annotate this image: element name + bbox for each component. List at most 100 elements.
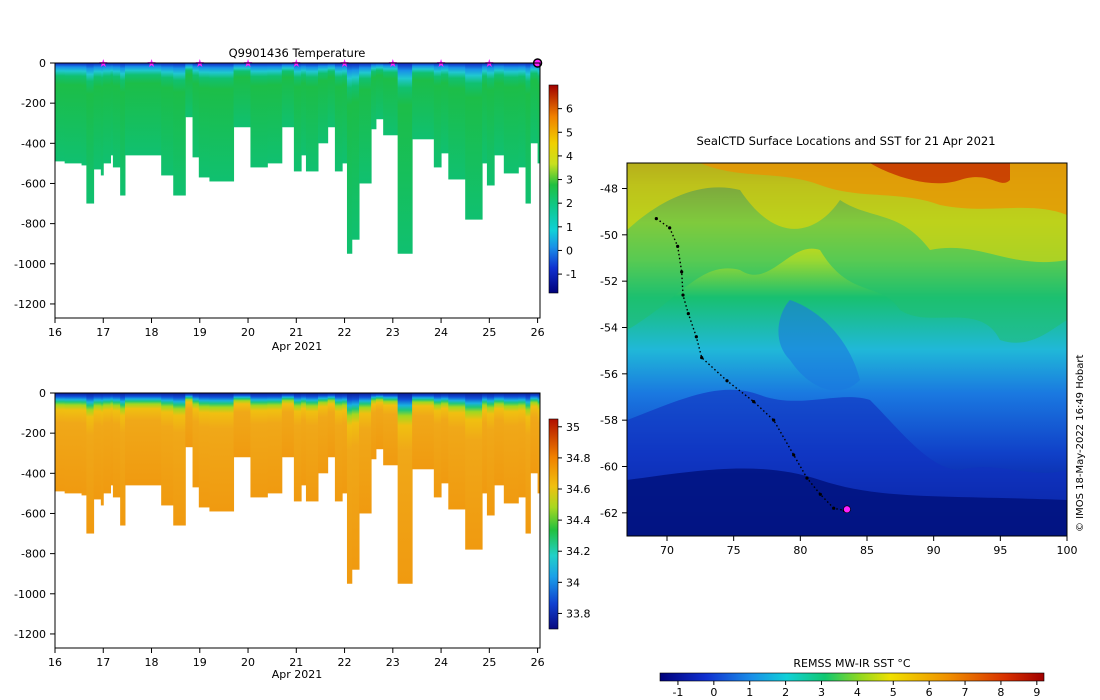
profile-column [64,393,83,494]
colorbar-tick-label: 34.2 [566,545,591,558]
profile-column [518,393,527,498]
colorbar-tick-label: 2 [566,197,573,210]
profile-column [161,393,174,506]
profile-column [486,63,495,186]
temperature-title: Q9901436 Temperature [229,46,366,60]
profile-column [482,63,488,164]
profile-column [375,63,384,120]
seal-current-position [843,505,851,514]
x-tick-label: 23 [386,656,400,669]
profile-column [448,393,466,510]
profile-column [494,393,505,486]
map-x-tick-label: 80 [793,544,807,557]
profile-column [383,63,399,136]
profile-column [124,63,162,156]
sst-colorbar-tick-label: 8 [997,686,1004,699]
profile-column [465,63,483,220]
colorbar-tick-label: 3 [566,174,573,187]
x-tick-label: 22 [338,326,352,339]
profile-column [494,63,505,156]
profile-column [441,63,449,154]
profile-column [359,63,372,184]
temperature-axes-frame [54,62,541,319]
salinity-colorbar-ticks: 35 34.8 34.6 34.4 34.2 34 33.8 [558,421,591,620]
profile-column [486,393,495,516]
sst-map-panel: SealCTD Surface Locations and SST for 21… [600,134,1086,699]
profile-column [100,393,104,506]
sst-colorbar-tick-label: 9 [1033,686,1040,699]
profile-column [185,63,194,118]
track-point [700,356,704,360]
y-tick-label: 0 [39,57,46,70]
profile-column [209,63,235,182]
sst-map-x-axis: 70 75 80 85 90 95 100 [660,536,1078,557]
profile-column [318,63,329,144]
profile-column [281,393,295,458]
map-y-tick-label: -50 [600,229,618,242]
track-point [752,400,756,404]
profile-column [198,393,210,508]
profile-column [441,393,449,484]
y-tick-label: -1000 [14,258,46,271]
profile-column [537,63,540,164]
profile-column [124,393,162,486]
x-tick-label: 25 [482,656,496,669]
profile-column [301,63,307,156]
profile-column [173,63,186,196]
x-tick-label: 26 [531,656,545,669]
profile-column [318,393,329,474]
seal-track [655,218,845,512]
profile-column [250,393,268,498]
track-point [654,217,658,221]
profile-column [120,63,126,196]
track-point [668,226,672,230]
map-y-tick-label: -62 [600,507,618,520]
y-tick-label: -1000 [14,588,46,601]
colorbar-tick-label: 4 [566,150,573,163]
map-y-tick-label: -58 [600,414,618,427]
profile-column [525,63,531,204]
profile-column [64,63,83,164]
profile-column [327,393,336,458]
profile-column [192,393,200,488]
colorbar-tick-label: 0 [566,244,573,257]
profile-column [93,393,102,500]
y-tick-label: -200 [21,427,46,440]
sst-colorbar-tick-label: 4 [854,686,861,699]
profile-column [342,63,348,164]
profile-column [371,393,377,460]
x-tick-label: 19 [193,326,207,339]
profile-column [185,393,194,448]
sst-colorbar-tick-label: 0 [710,686,717,699]
imos-credit: © IMOS 18-May-2022 16:49 Hobart [1075,355,1086,532]
profile-column [86,63,95,204]
profile-column [448,63,466,180]
temperature-panel: Q9901436 Temperature ★ ★ ★ ★ ★ ★ ★ ★ ★ 0-200-400… [14,46,577,353]
sst-map-field [627,163,1067,536]
track-point [676,244,680,249]
profile-column [305,63,319,172]
temperature-colorbar [548,84,559,294]
profile-column [334,393,343,502]
temperature-section [55,63,540,254]
x-tick-label: 18 [145,656,159,669]
sst-colorbar-tick-label: 7 [962,686,969,699]
colorbar-tick-label: 5 [566,126,573,139]
profile-column [397,393,413,584]
sst-colorbar-tick-label: 5 [890,686,897,699]
sst-colorbar-tick-label: 2 [782,686,789,699]
profile-column [371,63,377,130]
x-tick-label: 19 [193,656,207,669]
profile-column [327,63,336,128]
colorbar-tick-label: 33.8 [566,607,591,620]
colorbar-tick-label: -1 [566,268,577,281]
x-tick-label: 22 [338,656,352,669]
map-x-tick-label: 95 [993,544,1007,557]
map-x-tick-label: 75 [727,544,741,557]
salinity-axes-frame [54,392,541,649]
profile-column [346,393,353,584]
track-point [832,506,836,510]
x-tick-label: 25 [482,326,496,339]
profile-column [503,63,519,174]
